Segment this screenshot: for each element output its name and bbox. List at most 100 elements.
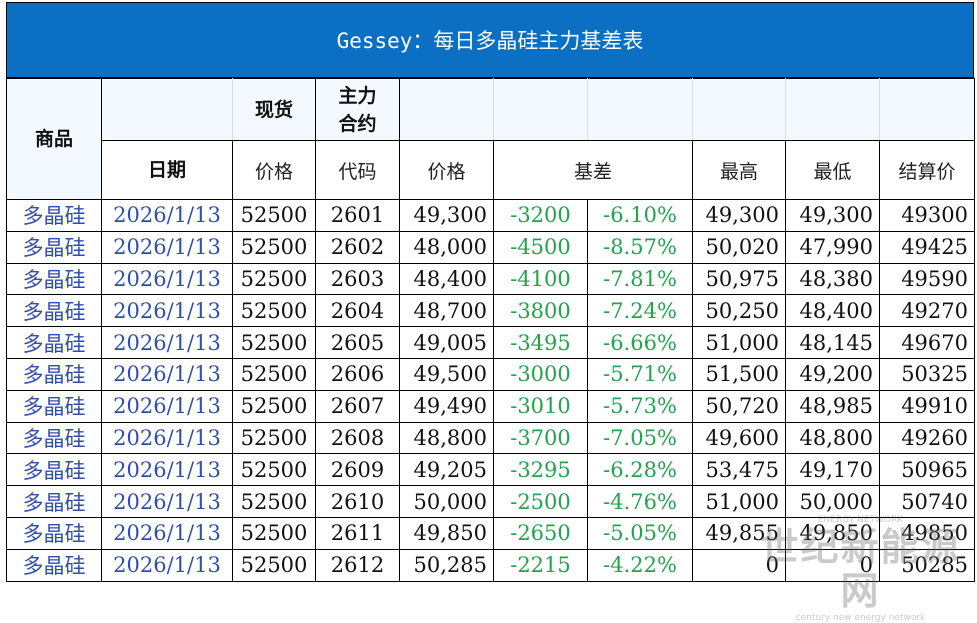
cell-low: 50,000 [785, 485, 880, 518]
cell-basis: -3800 [493, 294, 588, 328]
cell-basis: -3495 [493, 326, 588, 359]
table-row: 多晶硅 2026/1/13 52500 2612 50,285 -2215 -4.22% 0 0… [6, 548, 975, 582]
cell-basis-pct: -6.10% [587, 199, 693, 232]
table-row: 多晶硅 2026/1/13 52500 2601 49,300 -3200 -6.10% 49… [6, 199, 975, 232]
cell-price: 49,850 [399, 516, 494, 550]
cell-date: 2026/1/13 [101, 326, 233, 359]
header-main-contract: 主力合约 [315, 78, 400, 141]
cell-basis: -2500 [493, 485, 588, 518]
cell-basis: -3295 [493, 453, 588, 487]
basis-table: 商品 现货 主力合约 日期 价格 代码 价格 基差 最高 最低 结算价 [6, 78, 975, 582]
cell-basis-pct: -7.24% [587, 294, 693, 328]
cell-low: 48,985 [785, 389, 880, 423]
cell-product: 多晶硅 [6, 485, 102, 518]
cell-date: 2026/1/13 [101, 421, 233, 455]
header-blank [101, 78, 233, 141]
cell-settle: 49850 [879, 516, 975, 550]
cell-spot: 52500 [232, 357, 316, 391]
cell-low: 48,145 [785, 326, 880, 359]
header-price: 价格 [399, 140, 494, 200]
cell-low: 0 [785, 548, 880, 582]
table-row: 多晶硅 2026/1/13 52500 2603 48,400 -4100 -7.81% 50… [6, 262, 975, 296]
cell-product: 多晶硅 [6, 453, 102, 487]
cell-price: 49,500 [399, 357, 494, 391]
cell-code: 2612 [315, 548, 400, 582]
cell-high: 49,300 [692, 199, 786, 232]
cell-settle: 49270 [879, 294, 975, 328]
cell-code: 2607 [315, 389, 400, 423]
cell-low: 48,380 [785, 262, 880, 296]
cell-spot: 52500 [232, 199, 316, 232]
cell-price: 48,000 [399, 230, 494, 264]
cell-spot: 52500 [232, 421, 316, 455]
header-blank [692, 78, 786, 141]
cell-product: 多晶硅 [6, 294, 102, 328]
cell-price: 49,205 [399, 453, 494, 487]
cell-price: 50,000 [399, 485, 494, 518]
header-blank [493, 78, 588, 141]
cell-spot: 52500 [232, 262, 316, 296]
cell-basis-pct: -5.73% [587, 389, 693, 423]
cell-settle: 50325 [879, 357, 975, 391]
cell-high: 50,250 [692, 294, 786, 328]
cell-settle: 49670 [879, 326, 975, 359]
header-code: 代码 [315, 140, 400, 200]
header-blank [587, 78, 693, 141]
table-row: 多晶硅 2026/1/13 52500 2609 49,205 -3295 -6.28% 53… [6, 453, 975, 487]
cell-price: 49,300 [399, 199, 494, 232]
cell-low: 49,200 [785, 357, 880, 391]
cell-basis-pct: -6.66% [587, 326, 693, 359]
table-row: 多晶硅 2026/1/13 52500 2610 50,000 -2500 -4.76% 51… [6, 485, 975, 518]
cell-basis-pct: -6.28% [587, 453, 693, 487]
cell-basis-pct: -5.71% [587, 357, 693, 391]
header-spot-price: 价格 [232, 140, 316, 200]
cell-basis: -3700 [493, 421, 588, 455]
header-blank [879, 78, 975, 141]
cell-product: 多晶硅 [6, 199, 102, 232]
cell-basis-pct: -7.05% [587, 421, 693, 455]
cell-date: 2026/1/13 [101, 199, 233, 232]
cell-low: 48,800 [785, 421, 880, 455]
cell-high: 50,020 [692, 230, 786, 264]
cell-settle: 49260 [879, 421, 975, 455]
cell-low: 47,990 [785, 230, 880, 264]
cell-date: 2026/1/13 [101, 516, 233, 550]
cell-date: 2026/1/13 [101, 357, 233, 391]
cell-settle: 49910 [879, 389, 975, 423]
cell-high: 50,720 [692, 389, 786, 423]
cell-date: 2026/1/13 [101, 294, 233, 328]
cell-spot: 52500 [232, 485, 316, 518]
cell-date: 2026/1/13 [101, 485, 233, 518]
cell-high: 51,000 [692, 485, 786, 518]
cell-code: 2611 [315, 516, 400, 550]
cell-code: 2601 [315, 199, 400, 232]
cell-code: 2604 [315, 294, 400, 328]
cell-low: 49,170 [785, 453, 880, 487]
cell-spot: 52500 [232, 230, 316, 264]
cell-settle: 50965 [879, 453, 975, 487]
cell-date: 2026/1/13 [101, 453, 233, 487]
header-low: 最低 [785, 140, 880, 200]
table-row: 多晶硅 2026/1/13 52500 2611 49,850 -2650 -5.05% 49… [6, 516, 975, 550]
header-blank [399, 78, 494, 141]
cell-high: 0 [692, 548, 786, 582]
header-high: 最高 [692, 140, 786, 200]
cell-basis: -2650 [493, 516, 588, 550]
cell-spot: 52500 [232, 326, 316, 359]
table-row: 多晶硅 2026/1/13 52500 2604 48,700 -3800 -7.24% 50… [6, 294, 975, 328]
table-row: 多晶硅 2026/1/13 52500 2602 48,000 -4500 -8.57% 50… [6, 230, 975, 264]
cell-basis-pct: -7.81% [587, 262, 693, 296]
table-row: 多晶硅 2026/1/13 52500 2608 48,800 -3700 -7.05% 49… [6, 421, 975, 455]
cell-product: 多晶硅 [6, 421, 102, 455]
table-title: Gessey：每日多晶硅主力基差表 [6, 2, 974, 78]
cell-high: 49,600 [692, 421, 786, 455]
cell-settle: 49590 [879, 262, 975, 296]
cell-basis-pct: -4.76% [587, 485, 693, 518]
table-row: 多晶硅 2026/1/13 52500 2607 49,490 -3010 -5.73% 50… [6, 389, 975, 423]
cell-price: 49,490 [399, 389, 494, 423]
cell-code: 2608 [315, 421, 400, 455]
cell-settle: 49300 [879, 199, 975, 232]
header-row-1: 商品 现货 主力合约 [6, 78, 975, 200]
table-row: 多晶硅 2026/1/13 52500 2605 49,005 -3495 -6.66% 51… [6, 326, 975, 359]
cell-product: 多晶硅 [6, 548, 102, 582]
